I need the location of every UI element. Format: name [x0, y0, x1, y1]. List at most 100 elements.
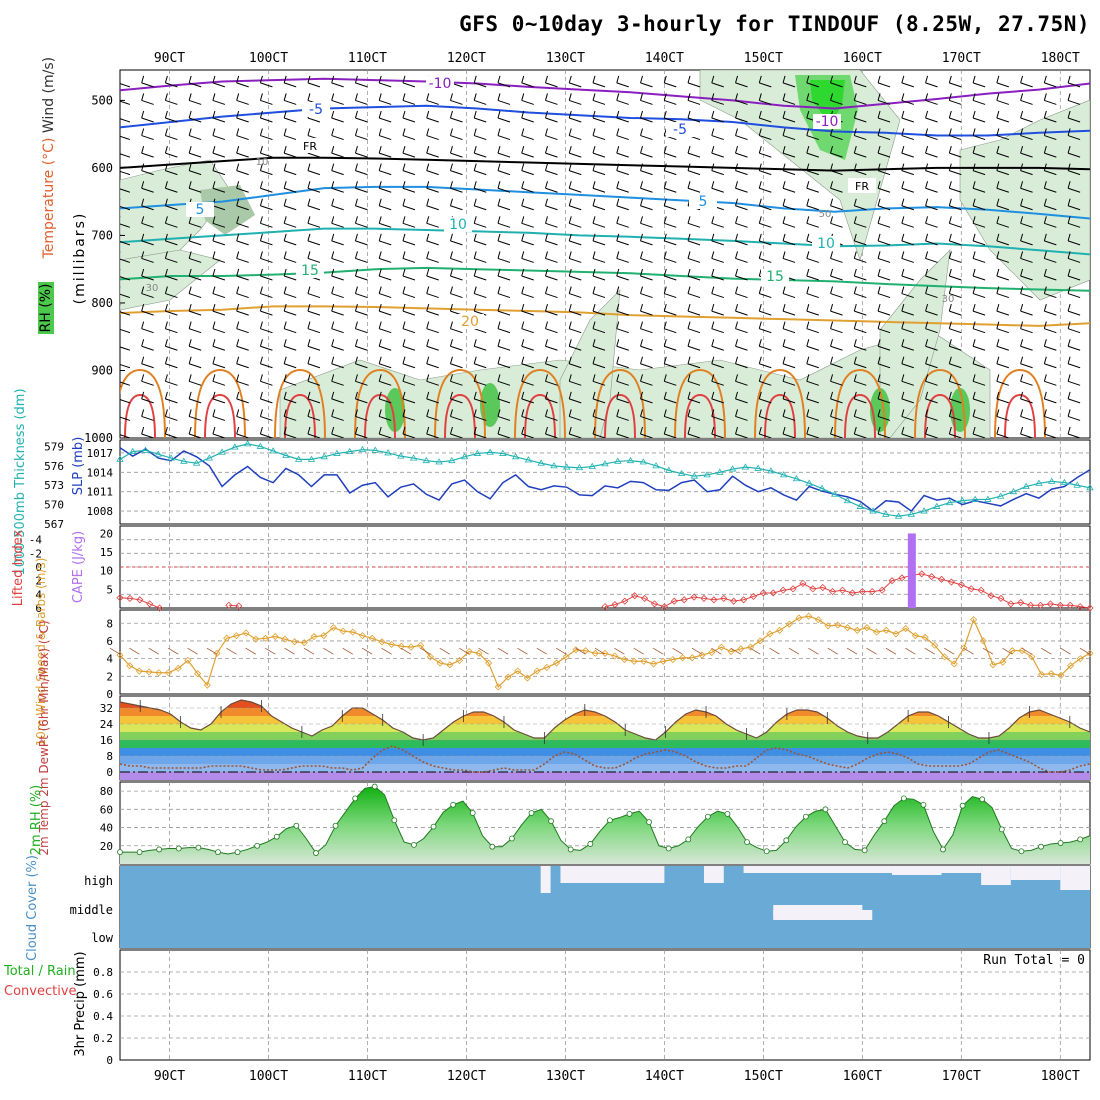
- contour-label-bg: [813, 114, 841, 129]
- wind-barb-flag: [497, 409, 501, 417]
- wind-barb: [331, 433, 344, 438]
- wind-barb-flag: [378, 110, 382, 119]
- wind-barb: [759, 152, 772, 158]
- wind-barb-flag: [758, 128, 762, 136]
- surface-wind-barb: [866, 647, 877, 655]
- wind-barb: [355, 205, 368, 211]
- wind-barb: [640, 170, 653, 176]
- rh-marker: [371, 783, 378, 790]
- thickness-marker: [741, 463, 750, 470]
- rh-tick-label: 20: [100, 840, 113, 853]
- wind-barb: [830, 257, 843, 263]
- wind-barb: [735, 275, 748, 281]
- wind-barb-flag: [545, 128, 548, 136]
- wind-barb-flag: [212, 356, 216, 364]
- wind-barb-flag: [497, 426, 501, 435]
- wind-barb: [355, 345, 368, 351]
- wind-barb: [735, 240, 748, 246]
- wind-speed-marker: [979, 637, 987, 645]
- wind-barb-flag: [758, 268, 762, 277]
- wind-barb-flag: [568, 128, 572, 136]
- wind-barb-flag: [948, 286, 952, 294]
- lifted-index-marker: [1036, 601, 1045, 609]
- wind-barb: [450, 275, 463, 281]
- wind-barb-flag: [283, 181, 287, 189]
- wind-barb: [141, 135, 154, 141]
- wind-barb: [402, 82, 416, 88]
- surface-wind-barb: [323, 647, 334, 655]
- slp-axes: 57957657357056710171014101110081000-500m…: [13, 388, 113, 575]
- pressure-tick-label: 1000: [84, 431, 113, 445]
- wind-barb-flag: [545, 198, 548, 206]
- wind-barb-flag: [972, 181, 976, 189]
- wind-barb-flag: [497, 321, 501, 329]
- surface-wind-barb: [633, 647, 645, 655]
- wind-barb-flag: [616, 110, 620, 119]
- wind-barb: [996, 117, 1009, 123]
- wind-barb: [260, 170, 273, 176]
- wind-barb: [1067, 293, 1081, 299]
- wind-barb-flag: [1067, 163, 1071, 171]
- wind-barb: [687, 275, 701, 281]
- wind-barb: [402, 187, 416, 193]
- wind-barb-flag: [901, 426, 905, 435]
- wind-barb-flag: [972, 233, 976, 242]
- wind-barb: [474, 99, 487, 105]
- wind-barb: [236, 82, 249, 88]
- wind-barb-flag: [236, 128, 240, 136]
- panel-frame-wind: [119, 609, 1091, 695]
- contour-label: FR: [855, 180, 869, 193]
- wind-barb-flag: [853, 391, 857, 400]
- thickness-marker: [1035, 479, 1043, 486]
- wind-barb-flag: [449, 426, 453, 435]
- wind-tick-label: 0: [106, 688, 113, 701]
- wind-barb: [592, 380, 606, 386]
- wind-barb-flag: [568, 286, 572, 294]
- wind-barb-flag: [640, 426, 643, 435]
- wind-barb: [996, 135, 1009, 141]
- wind-barb-flag: [830, 75, 834, 84]
- cloud-axis-label: Cloud Cover (%): [25, 855, 40, 961]
- wind-barb-flag: [1020, 374, 1024, 382]
- wind-barb-flag: [236, 356, 240, 364]
- thickness-marker: [550, 462, 558, 469]
- wind-barb: [379, 152, 392, 158]
- rh-marker: [117, 849, 123, 856]
- wind-speed-marker: [1076, 655, 1084, 663]
- contour-label-bg: [302, 102, 330, 117]
- wind-barb: [592, 345, 606, 351]
- wind-barb: [996, 99, 1009, 105]
- wind-barb-flag: [402, 268, 406, 277]
- wind-barb-flag: [616, 303, 620, 312]
- rh-area: [120, 786, 1090, 864]
- wind-barb-flag: [473, 409, 477, 417]
- wind-barb: [1020, 82, 1033, 88]
- lifted-index-marker: [1017, 598, 1025, 607]
- surface-wind-barb: [342, 647, 354, 655]
- wind-speed-marker: [1067, 662, 1075, 670]
- wind-barb-flag: [307, 409, 311, 417]
- wind-barb: [260, 363, 273, 369]
- wind-barb: [854, 398, 867, 404]
- wind-barb: [379, 415, 392, 421]
- wind-barb: [569, 293, 582, 299]
- wind-barb: [711, 257, 724, 263]
- chart-title: GFS 0~10day 3-hourly for TINDOUF (8.25W,…: [459, 12, 1090, 36]
- cape-tick-label: 10: [100, 565, 113, 578]
- wind-barb: [901, 187, 914, 193]
- wind-barb-flag: [331, 391, 335, 400]
- surface-wind-barb: [400, 647, 412, 655]
- wind-barb: [189, 82, 202, 88]
- wind-barb: [949, 328, 962, 334]
- wind-barb-flag: [568, 145, 572, 154]
- cloud-clear-region: [703, 866, 724, 883]
- wind-barb: [877, 293, 891, 299]
- wind-barb-flag: [497, 391, 501, 400]
- thickness-marker: [920, 507, 928, 514]
- wind-barb-flag: [663, 181, 667, 189]
- wind-barb-flag: [806, 409, 810, 417]
- rh-marker: [998, 826, 1005, 833]
- thickness-marker: [294, 455, 303, 462]
- wind-barb-flag: [212, 374, 216, 382]
